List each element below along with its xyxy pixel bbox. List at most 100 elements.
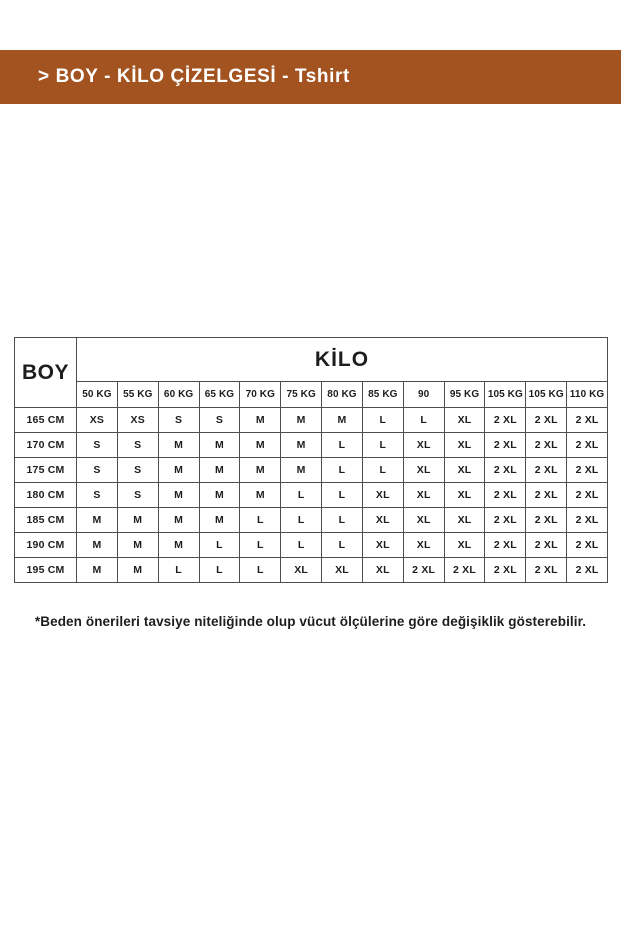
size-cell: M [116, 507, 159, 533]
height-row-header: 185 CM [14, 507, 77, 533]
size-cell: S [198, 407, 241, 433]
weight-col-header: 105 KG [525, 381, 568, 408]
size-cell: XL [361, 507, 404, 533]
size-cell: 2 XL [566, 557, 608, 583]
size-cell: M [198, 482, 241, 508]
weight-col-header: 75 KG [280, 381, 323, 408]
size-cell: M [239, 432, 282, 458]
size-cell: S [76, 432, 118, 458]
size-cell: L [321, 532, 363, 558]
size-cell: 2 XL [443, 557, 486, 583]
size-chart-table: BOY KİLO 50 KG 55 KG 60 KG 65 KG 70 KG 7… [14, 337, 608, 583]
size-cell: XL [402, 532, 445, 558]
size-cell: XL [361, 482, 404, 508]
size-cell: M [239, 482, 282, 508]
size-cell: L [321, 507, 363, 533]
size-cell: S [116, 457, 159, 483]
size-cell: 2 XL [525, 457, 568, 483]
height-row-header: 180 CM [14, 482, 77, 508]
weight-col-header: 55 KG [116, 381, 159, 408]
size-cell: 2 XL [484, 482, 527, 508]
weight-col-header: 70 KG [239, 381, 282, 408]
weight-col-header: 50 KG [76, 381, 118, 408]
size-cell: L [361, 432, 404, 458]
table-row: 185 CM M M M M L L L XL XL XL 2 XL 2 XL … [14, 507, 608, 533]
size-cell: 2 XL [484, 507, 527, 533]
size-cell: L [198, 532, 241, 558]
size-cell: M [239, 407, 282, 433]
size-cell: M [76, 557, 118, 583]
section-header-banner: > BOY - KİLO ÇİZELGESİ - Tshirt [0, 50, 621, 104]
size-cell: XL [402, 457, 445, 483]
weight-col-header: 110 KG [566, 381, 608, 408]
size-cell: XL [443, 532, 486, 558]
size-cell: 2 XL [484, 407, 527, 433]
table-row: 180 CM S S M M M L L XL XL XL 2 XL 2 XL … [14, 482, 608, 508]
size-cell: XL [361, 532, 404, 558]
size-cell: 2 XL [484, 457, 527, 483]
size-cell: L [280, 507, 323, 533]
size-cell: 2 XL [402, 557, 445, 583]
size-cell: M [198, 507, 241, 533]
size-cell: XL [280, 557, 323, 583]
height-row-header: 165 CM [14, 407, 77, 433]
height-row-header: 195 CM [14, 557, 77, 583]
size-cell: L [239, 557, 282, 583]
size-cell: 2 XL [566, 532, 608, 558]
table-row: 195 CM M M L L L XL XL XL 2 XL 2 XL 2 XL… [14, 557, 608, 583]
size-cell: L [239, 532, 282, 558]
size-cell: XL [361, 557, 404, 583]
size-cell: M [198, 457, 241, 483]
kilo-group-header: KİLO [76, 337, 608, 382]
weight-col-header: 85 KG [361, 381, 404, 408]
weight-col-header: 90 [402, 381, 445, 408]
size-cell: XL [443, 432, 486, 458]
size-cell: XS [116, 407, 159, 433]
weight-col-header: 80 KG [321, 381, 363, 408]
table-row: 170 CM S S M M M M L L XL XL 2 XL 2 XL 2… [14, 432, 608, 458]
size-cell: S [76, 457, 118, 483]
size-cell: M [157, 507, 200, 533]
size-cell: M [157, 432, 200, 458]
size-cell: M [280, 407, 323, 433]
size-cell: M [76, 532, 118, 558]
size-cell: 2 XL [525, 482, 568, 508]
size-cell: L [361, 457, 404, 483]
size-cell: L [321, 432, 363, 458]
size-cell: M [321, 407, 363, 433]
size-cell: 2 XL [566, 432, 608, 458]
size-cell: M [157, 482, 200, 508]
size-cell: 2 XL [484, 532, 527, 558]
size-cell: M [76, 507, 118, 533]
table-row: 165 CM XS XS S S M M M L L XL 2 XL 2 XL … [14, 407, 608, 433]
size-cell: L [280, 532, 323, 558]
size-cell: 2 XL [525, 432, 568, 458]
height-row-header: 190 CM [14, 532, 77, 558]
boy-column-header: BOY [14, 337, 77, 408]
size-cell: 2 XL [525, 532, 568, 558]
size-cell: 2 XL [566, 457, 608, 483]
size-cell: L [280, 482, 323, 508]
size-cell: M [239, 457, 282, 483]
weight-col-header: 95 KG [443, 381, 486, 408]
size-cell: M [280, 457, 323, 483]
size-cell: XL [402, 432, 445, 458]
size-cell: L [321, 457, 363, 483]
size-cell: M [157, 457, 200, 483]
weight-col-header: 60 KG [157, 381, 200, 408]
table-row: 190 CM M M M L L L L XL XL XL 2 XL 2 XL … [14, 532, 608, 558]
size-cell: XL [321, 557, 363, 583]
weight-col-header: 105 KG [484, 381, 527, 408]
size-cell: XS [76, 407, 118, 433]
size-cell: L [321, 482, 363, 508]
size-cell: L [157, 557, 200, 583]
size-cell: S [157, 407, 200, 433]
footnote: *Beden önerileri tavsiye niteliğinde olu… [34, 614, 587, 629]
size-cell: 2 XL [525, 507, 568, 533]
size-cell: 2 XL [525, 407, 568, 433]
size-cell: M [198, 432, 241, 458]
size-cell: M [157, 532, 200, 558]
table-row: 175 CM S S M M M M L L XL XL 2 XL 2 XL 2… [14, 457, 608, 483]
size-cell: XL [402, 482, 445, 508]
